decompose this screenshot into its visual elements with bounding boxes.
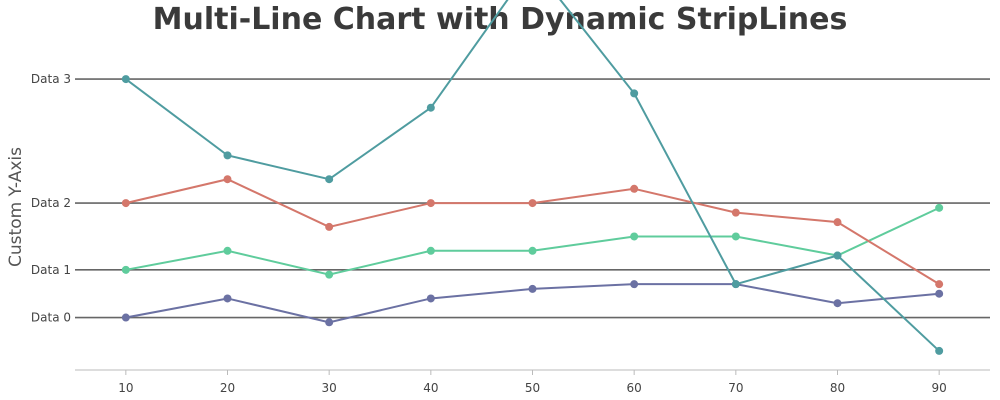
x-tick-label: 50 xyxy=(525,381,540,395)
data-point[interactable] xyxy=(325,270,334,279)
data-point[interactable] xyxy=(731,232,740,241)
data-point[interactable] xyxy=(935,346,944,355)
data-point[interactable] xyxy=(528,246,537,255)
series-2 xyxy=(121,175,944,289)
data-point[interactable] xyxy=(833,299,842,308)
x-axis: 10 20 30 40 50 60 70 80 90 xyxy=(75,369,990,395)
data-point[interactable] xyxy=(325,318,334,327)
x-tick-label: 70 xyxy=(728,381,743,395)
series-line xyxy=(125,206,940,276)
data-point[interactable] xyxy=(121,199,130,208)
data-point[interactable] xyxy=(935,289,944,298)
series-layer xyxy=(121,0,944,355)
data-point[interactable] xyxy=(528,199,537,208)
y-tick-label: Data 0 xyxy=(31,311,71,325)
stripline-layer: Data 0 Data 1 Data 2 Data 3 xyxy=(31,72,990,325)
chart-title: Multi-Line Chart with Dynamic StripLines xyxy=(152,2,848,37)
data-point[interactable] xyxy=(121,75,130,84)
x-tick-label: 90 xyxy=(932,381,947,395)
data-point[interactable] xyxy=(630,280,639,289)
x-tick-label: 20 xyxy=(220,381,235,395)
y-tick-label: Data 2 xyxy=(31,196,71,210)
data-point[interactable] xyxy=(833,251,842,260)
data-point[interactable] xyxy=(731,208,740,217)
data-point[interactable] xyxy=(325,222,334,231)
data-point[interactable] xyxy=(935,280,944,289)
data-point[interactable] xyxy=(833,218,842,227)
series-1 xyxy=(121,203,944,279)
y-axis-title: Custom Y-Axis xyxy=(6,147,26,267)
series-3 xyxy=(121,0,944,355)
data-point[interactable] xyxy=(223,294,232,303)
x-tick-label: 80 xyxy=(830,381,845,395)
data-point[interactable] xyxy=(731,280,740,289)
data-point[interactable] xyxy=(426,103,435,112)
data-point[interactable] xyxy=(528,284,537,293)
y-tick-label: Data 1 xyxy=(31,263,71,277)
series-line xyxy=(125,0,940,352)
data-point[interactable] xyxy=(630,184,639,193)
data-point[interactable] xyxy=(426,294,435,303)
y-tick-label: Data 3 xyxy=(31,72,71,86)
data-point[interactable] xyxy=(630,89,639,98)
data-point[interactable] xyxy=(935,203,944,212)
x-tick-label: 60 xyxy=(627,381,642,395)
series-0 xyxy=(121,280,944,327)
x-tick-label: 10 xyxy=(118,381,133,395)
data-point[interactable] xyxy=(630,232,639,241)
x-tick-label: 30 xyxy=(322,381,337,395)
data-point[interactable] xyxy=(325,175,334,184)
data-point[interactable] xyxy=(426,246,435,255)
data-point[interactable] xyxy=(223,151,232,160)
x-tick-label: 40 xyxy=(423,381,438,395)
series-line xyxy=(125,178,940,286)
data-point[interactable] xyxy=(426,199,435,208)
data-point[interactable] xyxy=(121,313,130,322)
data-point[interactable] xyxy=(121,265,130,274)
data-point[interactable] xyxy=(223,246,232,255)
data-point[interactable] xyxy=(223,175,232,184)
